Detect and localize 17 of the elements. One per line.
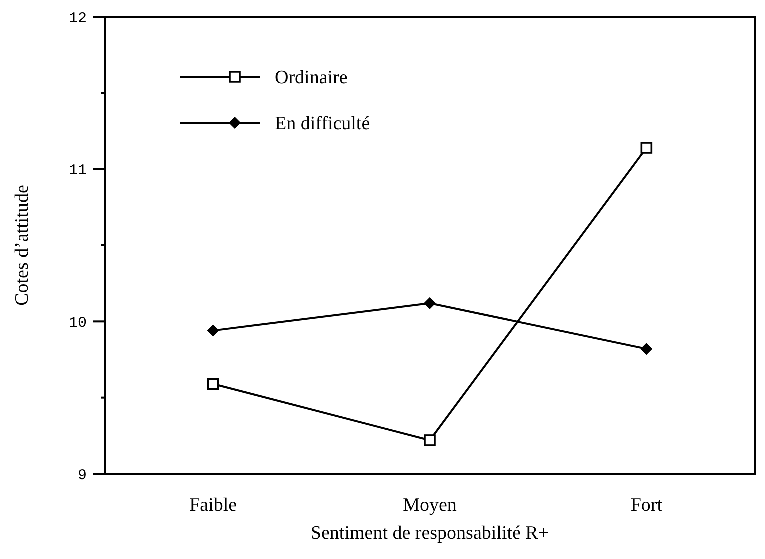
x-tick-label: Moyen: [403, 495, 458, 516]
x-tick-label: Fort: [630, 495, 664, 516]
point: [424, 297, 436, 310]
x-tick-label: Faible: [190, 495, 238, 516]
x-axis-title: Sentiment de responsabilité R+: [310, 523, 550, 544]
y-tick-label: 10: [68, 314, 87, 332]
point: [207, 324, 220, 337]
legend-label: En difficulté: [275, 114, 370, 135]
point: [207, 378, 220, 390]
point: [640, 142, 653, 154]
y-axis-title: Cotes d’attitude: [12, 185, 33, 306]
y-tick-label: 12: [68, 10, 87, 28]
point: [424, 434, 436, 446]
legend-label: Ordinaire: [275, 68, 348, 89]
y-tick-label: 9: [78, 467, 87, 484]
y-tick-label: 11: [68, 162, 87, 180]
point: [640, 343, 653, 356]
